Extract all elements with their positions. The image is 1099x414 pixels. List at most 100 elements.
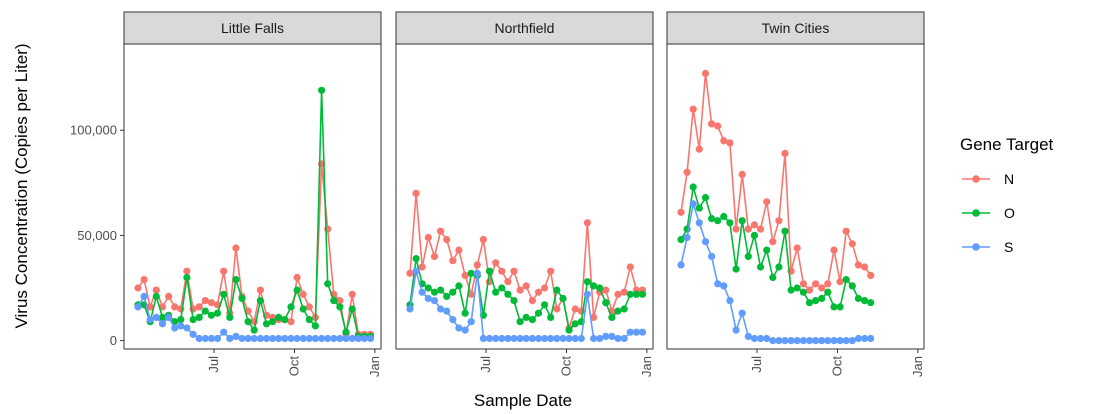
data-point-n — [522, 282, 530, 290]
data-point-n — [232, 244, 240, 252]
facet-strip-label: Northfield — [495, 20, 555, 36]
data-point-n — [528, 297, 537, 305]
x-tick-label: Jul — [206, 356, 221, 373]
data-point-o — [195, 313, 203, 321]
data-point-o — [498, 284, 506, 292]
data-point-n — [793, 244, 801, 252]
data-point-s — [479, 334, 487, 343]
data-point-s — [793, 337, 801, 345]
data-point-s — [250, 334, 258, 343]
data-point-o — [590, 282, 598, 290]
data-point-s — [262, 334, 271, 343]
data-point-o — [324, 280, 332, 288]
facet-little-falls: Little Falls 0 50,000 100,000 Jul Oct Jan — [70, 11, 382, 377]
data-point-o — [812, 297, 820, 305]
data-point-n — [818, 284, 826, 292]
data-point-n — [553, 305, 561, 313]
data-point-o — [848, 282, 856, 290]
legend-label: N — [1004, 171, 1014, 187]
data-point-o — [818, 294, 826, 303]
data-point-n — [583, 219, 592, 227]
data-point-n — [498, 267, 506, 275]
data-point-s — [342, 334, 350, 343]
data-point-s — [287, 334, 295, 343]
data-point-s — [738, 309, 746, 317]
data-point-s — [614, 334, 622, 343]
data-point-s — [354, 334, 362, 343]
data-point-s — [805, 337, 814, 345]
data-point-s — [195, 334, 203, 343]
data-point-n — [744, 225, 752, 233]
data-point-o — [744, 252, 752, 260]
data-point-o — [861, 297, 869, 305]
data-point-n — [571, 305, 579, 313]
data-point-s — [854, 334, 863, 343]
data-point-o — [262, 320, 271, 328]
data-point-o — [738, 217, 746, 225]
data-point-n — [812, 280, 820, 288]
data-point-n — [830, 246, 838, 254]
data-point-s — [726, 297, 734, 305]
data-point-n — [455, 246, 463, 254]
data-point-s — [750, 334, 759, 343]
facet-panel — [395, 43, 654, 350]
data-point-s — [461, 326, 469, 334]
data-point-s — [220, 328, 228, 336]
data-point-o — [614, 307, 622, 315]
data-point-o — [620, 305, 628, 313]
data-point-o — [559, 294, 567, 303]
y-tick-label: 100,000 — [70, 123, 117, 138]
data-point-o — [461, 309, 469, 317]
data-point-n — [467, 290, 475, 298]
data-point-o — [201, 307, 209, 315]
data-point-s — [565, 334, 573, 343]
data-point-o — [220, 290, 228, 298]
x-tick-label: Oct — [829, 356, 844, 377]
y-axis-title: Virus Concentration (Copies per Liter) — [12, 43, 31, 328]
data-point-o — [553, 286, 561, 294]
data-point-o — [677, 236, 685, 244]
x-axis-title: Sample Date — [474, 391, 572, 410]
data-point-s — [455, 324, 463, 332]
data-point-n — [183, 267, 191, 275]
data-point-o — [305, 316, 313, 324]
facet-strip — [123, 11, 382, 45]
data-point-o — [318, 86, 326, 94]
data-point-s — [412, 267, 420, 275]
data-point-s — [171, 324, 179, 332]
data-point-n — [848, 240, 856, 248]
data-point-s — [244, 334, 252, 343]
data-point-o — [726, 219, 734, 227]
data-point-o — [571, 320, 579, 328]
legend-key-point — [972, 209, 980, 217]
data-point-s — [620, 334, 628, 343]
data-point-o — [238, 294, 246, 303]
data-point-n — [165, 292, 173, 300]
data-point-s — [689, 200, 697, 208]
y-tick-label: 0 — [110, 333, 117, 348]
legend-label: S — [1004, 239, 1013, 255]
data-point-o — [638, 290, 647, 298]
data-point-n — [152, 286, 160, 294]
data-point-s — [590, 334, 598, 343]
data-point-n — [626, 263, 634, 271]
data-point-s — [305, 334, 313, 343]
legend-item-n: N — [962, 171, 1014, 187]
data-point-s — [701, 238, 710, 246]
data-point-n — [590, 313, 598, 321]
data-point-o — [412, 255, 420, 263]
data-point-o — [547, 313, 555, 321]
data-point-s — [485, 334, 494, 343]
data-point-o — [430, 288, 439, 296]
data-point-n — [348, 290, 356, 298]
data-point-n — [134, 284, 142, 292]
facet-northfield: Northfield Jul Oct Jan — [395, 11, 654, 377]
data-point-n — [842, 227, 850, 235]
data-point-s — [577, 334, 585, 343]
data-point-s — [830, 337, 838, 345]
facet-twin-cities: Twin Cities Jul Oct Jan — [666, 11, 925, 377]
data-point-s — [275, 334, 283, 343]
x-tick-label: Jul — [749, 356, 764, 373]
data-point-s — [583, 290, 592, 298]
data-point-s — [293, 334, 301, 343]
